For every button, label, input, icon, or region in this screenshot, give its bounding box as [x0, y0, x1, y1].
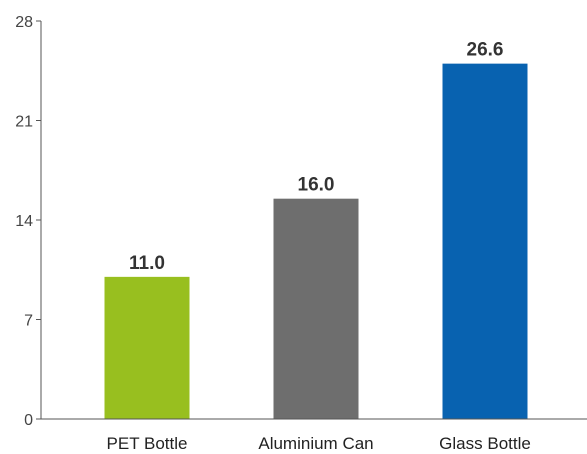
bar-2: [442, 63, 528, 420]
bar-1: [273, 198, 359, 419]
x-category-label-2: Glass Bottle: [439, 434, 531, 453]
x-category-label-1: Aluminium Can: [258, 434, 373, 453]
bars-group: 11.0 16.0 26.6: [104, 40, 528, 420]
x-axis: PET Bottle Aluminium Can Glass Bottle: [41, 418, 587, 453]
x-category-label-0: PET Bottle: [107, 434, 188, 453]
y-tick-label-0: 0: [24, 412, 33, 429]
bar-value-label-2: 26.6: [467, 40, 504, 61]
y-tick-label-3: 21: [15, 114, 33, 131]
y-axis: 0 7 14 21 28: [15, 14, 42, 429]
y-tick-label-1: 7: [24, 313, 33, 330]
y-tick-label-4: 28: [15, 14, 33, 31]
y-tick-label-2: 14: [15, 213, 33, 230]
bar-0: [104, 276, 190, 419]
bar-value-label-1: 16.0: [298, 175, 335, 196]
bar-value-label-0: 11.0: [129, 253, 165, 274]
